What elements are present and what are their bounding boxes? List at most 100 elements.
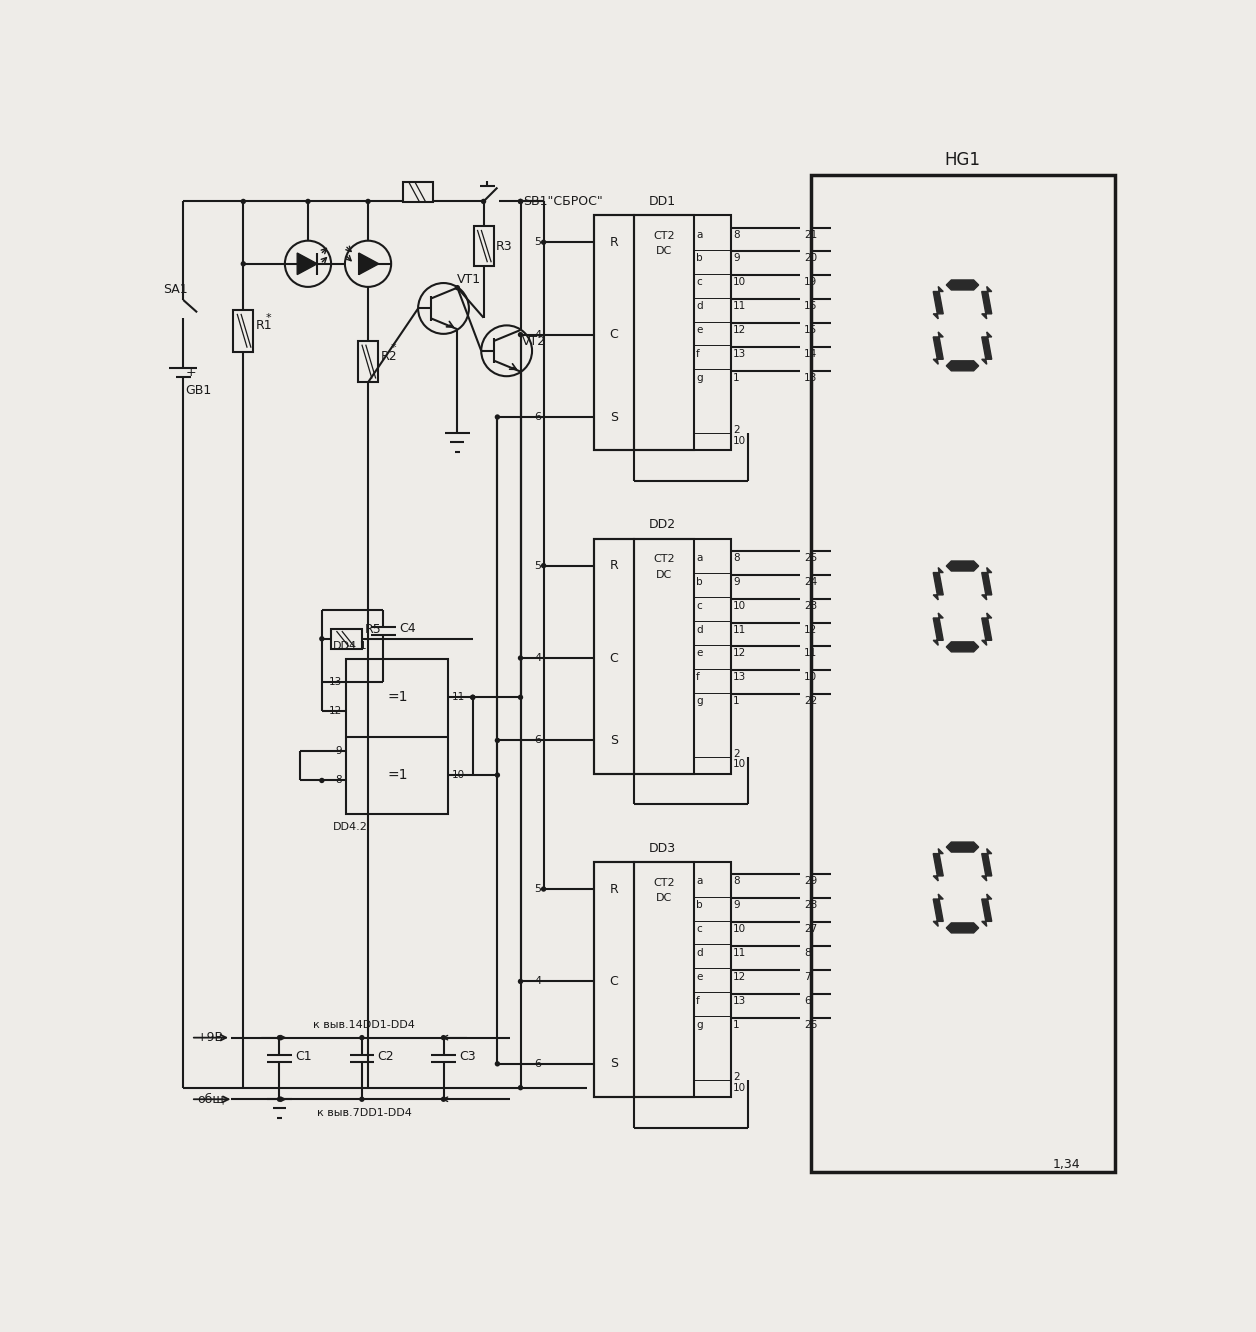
Polygon shape bbox=[359, 253, 379, 274]
Text: +9В: +9В bbox=[197, 1031, 225, 1044]
Text: 2: 2 bbox=[734, 425, 740, 436]
Polygon shape bbox=[982, 332, 992, 364]
Text: 10: 10 bbox=[804, 673, 816, 682]
Circle shape bbox=[495, 1062, 500, 1067]
Text: R: R bbox=[609, 236, 618, 249]
Text: 10: 10 bbox=[452, 770, 465, 781]
Text: 7: 7 bbox=[804, 972, 810, 982]
Text: c: c bbox=[696, 924, 702, 934]
Text: C4: C4 bbox=[399, 622, 416, 635]
Text: b: b bbox=[696, 253, 702, 264]
Circle shape bbox=[455, 285, 460, 290]
Text: *: * bbox=[265, 313, 271, 322]
Circle shape bbox=[276, 1035, 283, 1040]
Bar bbox=[634, 538, 693, 774]
Text: DD3: DD3 bbox=[648, 842, 676, 855]
Polygon shape bbox=[946, 361, 978, 370]
Text: S: S bbox=[609, 410, 618, 424]
Bar bbox=[594, 216, 731, 450]
Text: 9: 9 bbox=[734, 900, 740, 910]
Text: 14: 14 bbox=[804, 349, 818, 358]
Text: R3: R3 bbox=[496, 240, 512, 253]
Text: 8: 8 bbox=[804, 948, 810, 958]
Circle shape bbox=[305, 198, 310, 204]
Circle shape bbox=[359, 1096, 364, 1102]
Circle shape bbox=[541, 563, 546, 569]
Text: a: a bbox=[696, 876, 702, 886]
Text: C2: C2 bbox=[377, 1050, 394, 1063]
Text: e: e bbox=[696, 972, 702, 982]
Text: C3: C3 bbox=[458, 1050, 476, 1063]
Circle shape bbox=[517, 198, 524, 204]
Text: C: C bbox=[609, 975, 618, 988]
Circle shape bbox=[470, 694, 476, 701]
Text: 6: 6 bbox=[804, 996, 810, 1006]
Text: R2: R2 bbox=[381, 350, 397, 362]
Circle shape bbox=[517, 655, 524, 661]
Text: 20: 20 bbox=[804, 253, 816, 264]
Text: a: a bbox=[696, 229, 702, 240]
Text: R5: R5 bbox=[365, 623, 382, 637]
Text: b: b bbox=[696, 577, 702, 587]
Bar bbox=[347, 659, 448, 814]
Text: S: S bbox=[609, 1058, 618, 1071]
Text: 6: 6 bbox=[534, 1059, 541, 1068]
Text: HG1: HG1 bbox=[945, 151, 981, 169]
Text: e: e bbox=[696, 325, 702, 336]
Text: 5: 5 bbox=[534, 884, 541, 894]
Text: 10: 10 bbox=[734, 1083, 746, 1092]
Polygon shape bbox=[982, 613, 992, 645]
Bar bbox=[234, 310, 254, 352]
Circle shape bbox=[365, 198, 371, 204]
Polygon shape bbox=[933, 332, 943, 364]
Circle shape bbox=[541, 886, 546, 891]
Text: 25: 25 bbox=[804, 553, 818, 563]
Text: d: d bbox=[696, 625, 702, 634]
Polygon shape bbox=[946, 923, 978, 932]
Circle shape bbox=[359, 1035, 364, 1040]
Bar bbox=[403, 182, 433, 202]
Text: *: * bbox=[391, 344, 396, 353]
Text: 8: 8 bbox=[734, 553, 740, 563]
Text: 13: 13 bbox=[734, 349, 746, 358]
Text: =1: =1 bbox=[387, 769, 407, 782]
Text: 6: 6 bbox=[534, 735, 541, 746]
Text: 8: 8 bbox=[734, 876, 740, 886]
Text: +: + bbox=[186, 366, 196, 378]
Text: общ: общ bbox=[197, 1092, 225, 1106]
Text: к выв.7DD1-DD4: к выв.7DD1-DD4 bbox=[317, 1108, 412, 1118]
Text: DC: DC bbox=[656, 246, 672, 257]
Text: e: e bbox=[696, 649, 702, 658]
Text: 13: 13 bbox=[734, 673, 746, 682]
Text: 12: 12 bbox=[804, 625, 818, 634]
Text: 11: 11 bbox=[734, 301, 746, 312]
Text: 11: 11 bbox=[734, 625, 746, 634]
Text: 13: 13 bbox=[734, 996, 746, 1006]
Text: C1: C1 bbox=[295, 1050, 311, 1063]
Text: 12: 12 bbox=[734, 972, 746, 982]
Text: 15: 15 bbox=[804, 325, 818, 336]
Text: g: g bbox=[696, 1019, 702, 1030]
Text: f: f bbox=[696, 349, 700, 358]
Text: 26: 26 bbox=[804, 1019, 818, 1030]
Text: 27: 27 bbox=[804, 924, 818, 934]
Text: GB1: GB1 bbox=[186, 385, 212, 397]
Polygon shape bbox=[933, 286, 943, 318]
Text: DC: DC bbox=[656, 570, 672, 579]
Polygon shape bbox=[982, 848, 992, 880]
Circle shape bbox=[495, 414, 500, 420]
Circle shape bbox=[241, 198, 246, 204]
Text: DD4.1: DD4.1 bbox=[333, 642, 367, 651]
Circle shape bbox=[481, 198, 486, 204]
Polygon shape bbox=[933, 567, 943, 599]
Text: DD1: DD1 bbox=[648, 194, 676, 208]
Text: 10: 10 bbox=[734, 924, 746, 934]
Text: к выв.14DD1-DD4: к выв.14DD1-DD4 bbox=[313, 1020, 416, 1031]
Bar bbox=[332, 629, 362, 649]
Text: 10: 10 bbox=[734, 601, 746, 610]
Text: 23: 23 bbox=[804, 601, 818, 610]
Text: 6: 6 bbox=[534, 412, 541, 422]
Text: 11: 11 bbox=[734, 948, 746, 958]
Text: R1: R1 bbox=[256, 318, 273, 332]
Bar bbox=[358, 341, 378, 382]
